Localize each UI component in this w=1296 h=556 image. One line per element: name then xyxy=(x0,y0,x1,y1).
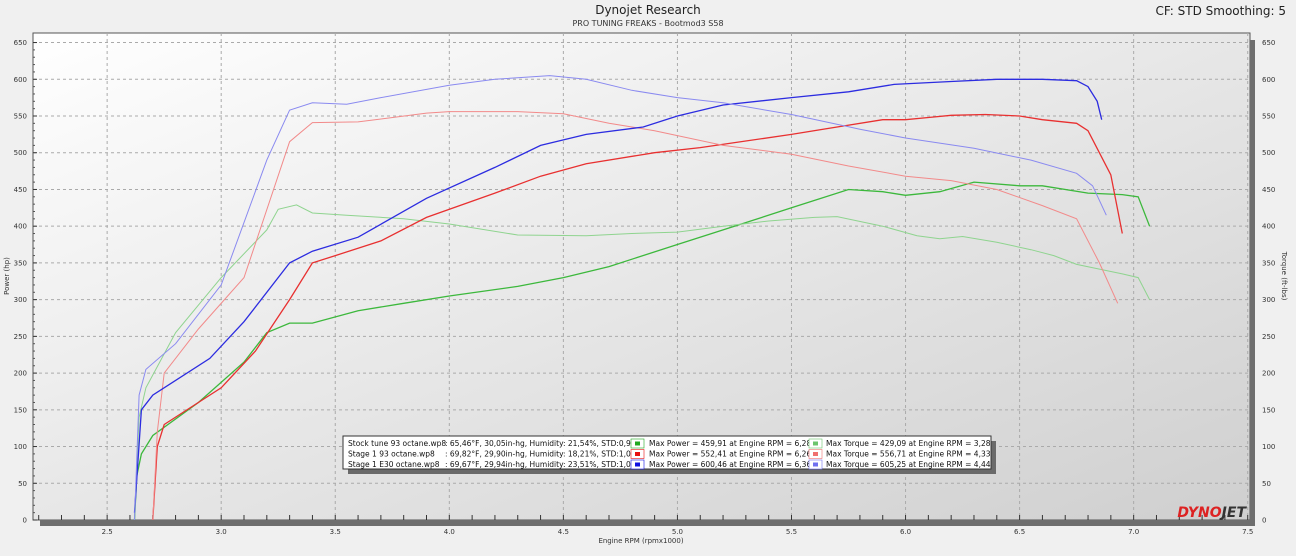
legend-file-name: Stock tune 93 octane.wp8 xyxy=(348,439,446,448)
legend-file-name: Stage 1 93 octane.wp8 xyxy=(348,450,435,459)
x-tick-label: 4.0 xyxy=(444,528,455,536)
legend-power-swatch-fill xyxy=(635,462,640,467)
x-tick-label: 7.0 xyxy=(1128,528,1139,536)
y-tick-label: 400 xyxy=(14,223,27,231)
y2-tick-label: 300 xyxy=(1262,296,1275,304)
y-tick-label: 150 xyxy=(14,406,27,414)
y2-tick-label: 500 xyxy=(1262,149,1275,157)
legend-power-swatch-fill xyxy=(635,441,640,446)
y2-tick-label: 400 xyxy=(1262,223,1275,231)
legend-torque-swatch-fill xyxy=(813,452,818,456)
y-tick-label: 200 xyxy=(14,370,27,378)
y-tick-label: 50 xyxy=(18,480,27,488)
series-line-power xyxy=(133,181,1151,521)
x-tick-label: 6.0 xyxy=(900,528,911,536)
x-tick-label: 4.5 xyxy=(558,528,569,536)
y2-tick-label: 350 xyxy=(1262,259,1275,267)
legend: Stock tune 93 octane.wp8: 65,46°F, 30,05… xyxy=(342,435,996,474)
y-tick-label: 100 xyxy=(14,443,27,451)
x-tick-label: 3.5 xyxy=(330,528,341,536)
correction-factor-label: CF: STD Smoothing: 5 xyxy=(1155,4,1286,18)
x-tick-label: 6.5 xyxy=(1014,528,1025,536)
legend-max-power: Max Power = 459,91 at Engine RPM = 6,28 xyxy=(649,439,811,448)
legend-file-name: Stage 1 E30 octane.wp8 xyxy=(348,460,440,469)
y-tick-label: 550 xyxy=(14,113,27,121)
y-tick-label: 0 xyxy=(23,517,27,525)
legend-conditions: : 65,46°F, 30,05in-hg, Humidity: 21,54%,… xyxy=(445,439,636,448)
series-line-torque xyxy=(134,75,1107,521)
x-tick-label: 5.0 xyxy=(672,528,683,536)
series-line-torque xyxy=(152,111,1119,521)
y2-tick-label: 100 xyxy=(1262,443,1275,451)
y2-tick-label: 450 xyxy=(1262,186,1275,194)
x-tick-label: 7.5 xyxy=(1242,528,1253,536)
legend-torque-swatch-fill xyxy=(813,462,818,467)
y2-tick-label: 150 xyxy=(1262,406,1275,414)
y-tick-label: 650 xyxy=(14,39,27,47)
y-tick-label: 300 xyxy=(14,296,27,304)
dynojet-logo: DYNOJET xyxy=(1177,505,1247,521)
legend-max-power: Max Power = 552,41 at Engine RPM = 6,26 xyxy=(649,450,811,459)
y2-tick-label: 600 xyxy=(1262,76,1275,84)
legend-max-torque: Max Torque = 429,09 at Engine RPM = 3,28 xyxy=(826,439,991,448)
legend-torque-swatch-fill xyxy=(813,441,818,446)
y-tick-label: 600 xyxy=(14,76,27,84)
chart-subtitle: PRO TUNING FREAKS - Bootmod3 S58 xyxy=(572,19,724,28)
series-line-power xyxy=(152,113,1123,521)
legend-conditions: : 69,82°F, 29,90in-hg, Humidity: 18,21%,… xyxy=(445,450,636,459)
legend-max-power: Max Power = 600,46 at Engine RPM = 6,36 xyxy=(649,460,811,469)
y2-tick-label: 200 xyxy=(1262,370,1275,378)
y2-tick-label: 550 xyxy=(1262,113,1275,121)
y2-axis-label: Torque (ft-lbs) xyxy=(1280,251,1288,301)
y-tick-label: 350 xyxy=(14,259,27,267)
legend-power-swatch-fill xyxy=(635,452,640,456)
y2-tick-label: 0 xyxy=(1262,517,1266,525)
y2-tick-label: 250 xyxy=(1262,333,1275,341)
y-axis-label: Power (hp) xyxy=(3,257,11,295)
y2-tick-label: 650 xyxy=(1262,39,1275,47)
right-axis-band xyxy=(1250,40,1255,526)
legend-conditions: : 69,67°F, 29,94in-hg, Humidity: 23,51%,… xyxy=(445,460,636,469)
legend-max-torque: Max Torque = 556,71 at Engine RPM = 4,33 xyxy=(826,450,991,459)
svg-text:DYNOJET: DYNOJET xyxy=(1177,505,1247,521)
series-line-torque xyxy=(134,204,1151,521)
series-line-power xyxy=(133,78,1103,513)
x-axis-label: Engine RPM (rpmx1000) xyxy=(598,537,683,545)
x-tick-label: 2.5 xyxy=(102,528,113,536)
y-tick-label: 250 xyxy=(14,333,27,341)
y-tick-label: 450 xyxy=(14,186,27,194)
x-tick-label: 5.5 xyxy=(786,528,797,536)
chart-title: Dynojet Research xyxy=(595,3,701,17)
x-axis-band xyxy=(40,520,1253,526)
legend-max-torque: Max Torque = 605,25 at Engine RPM = 4,44 xyxy=(826,460,991,469)
x-tick-label: 3.0 xyxy=(216,528,227,536)
y2-tick-label: 50 xyxy=(1262,480,1271,488)
y-tick-label: 500 xyxy=(14,149,27,157)
